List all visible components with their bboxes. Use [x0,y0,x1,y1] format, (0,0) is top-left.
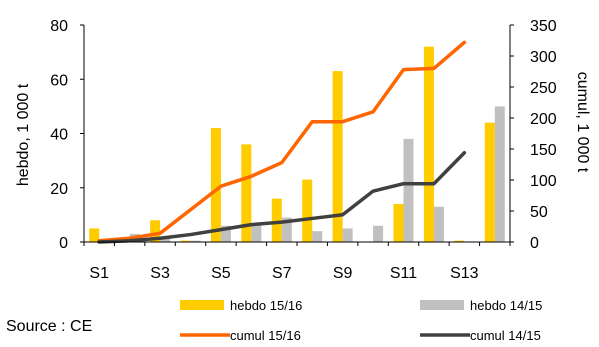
legend-label: cumul 15/16 [230,328,301,343]
line-cumul-15-16 [97,40,467,243]
left-tick-label: 80 [50,18,68,35]
bar-hebdo-15-16-S11 [393,204,404,242]
x-tick-label: S3 [150,265,170,282]
bar-hebdo-14-15-S14 [494,106,505,242]
right-tick-label: 300 [530,49,557,66]
bar-hebdo-14-15-S7 [281,217,292,242]
right-tick-label: 50 [530,204,548,221]
legend-label: hebdo 14/15 [470,298,542,313]
bar-hebdo-15-16-S9 [332,71,343,242]
right-tick-label: 200 [530,111,557,128]
bar-hebdo-15-16-S4 [180,240,191,242]
x-tick-label: S5 [211,265,231,282]
lines-layer [97,40,467,244]
bar-hebdo-14-15-S5 [220,225,231,242]
bars-layer [89,46,505,243]
right-tick-label: 100 [530,173,557,190]
right-tick-label: 350 [530,18,557,35]
bar-hebdo-15-16-S13 [454,240,465,242]
x-tick-label: S1 [89,265,109,282]
bar-hebdo-14-15-S6 [251,223,262,242]
x-tick-label: S13 [450,265,479,282]
left-tick-label: 0 [59,235,68,252]
bar-hebdo-15-16-S6 [241,144,252,242]
bar-hebdo-15-16-S14 [484,122,495,242]
x-tick-label: S9 [333,265,353,282]
left-tick-label: 60 [50,72,68,89]
bar-hebdo-15-16-S3 [150,220,161,242]
bar-hebdo-14-15-S11 [403,138,414,242]
legend-label: hebdo 15/16 [230,298,302,313]
legend-swatch [420,300,464,310]
bar-hebdo-15-16-S8 [302,179,313,242]
bar-hebdo-15-16-S12 [423,46,434,243]
bar-hebdo-14-15-S9 [342,228,353,242]
line-cumul-14-15 [97,150,467,244]
right-tick-label: 150 [530,142,557,159]
right-tick-label: 0 [530,235,539,252]
legend-swatch [180,300,224,310]
bar-hebdo-14-15-S10 [373,225,384,242]
x-tick-label: S7 [272,265,292,282]
source-note: Source : CE [6,318,93,335]
axes-layer: 0 20 40 60 80 0 50 100 150 200 250 300 350 S1 S3 S5 S7 S9… [50,18,557,282]
left-tick-label: 40 [50,127,68,144]
left-axis-title: hebdo, 1 000 t [15,83,32,186]
legend: hebdo 15/16 hebdo 14/15 cumul 15/16 cumul 1… [180,298,542,343]
bar-hebdo-14-15-S12 [433,206,444,242]
bar-hebdo-14-15-S8 [312,231,323,242]
right-tick-label: 250 [530,80,557,97]
bar-hebdo-14-15-S4 [190,240,201,242]
left-tick-label: 20 [50,181,68,198]
bar-hebdo-15-16-S7 [271,198,282,242]
legend-label: cumul 14/15 [470,328,541,343]
x-tick-label: S11 [390,265,417,282]
bar-hebdo-15-16-S5 [210,128,221,242]
right-axis-title: cumul, 1 000 t [574,72,591,173]
bar-hebdo-15-16-S1 [89,228,100,242]
